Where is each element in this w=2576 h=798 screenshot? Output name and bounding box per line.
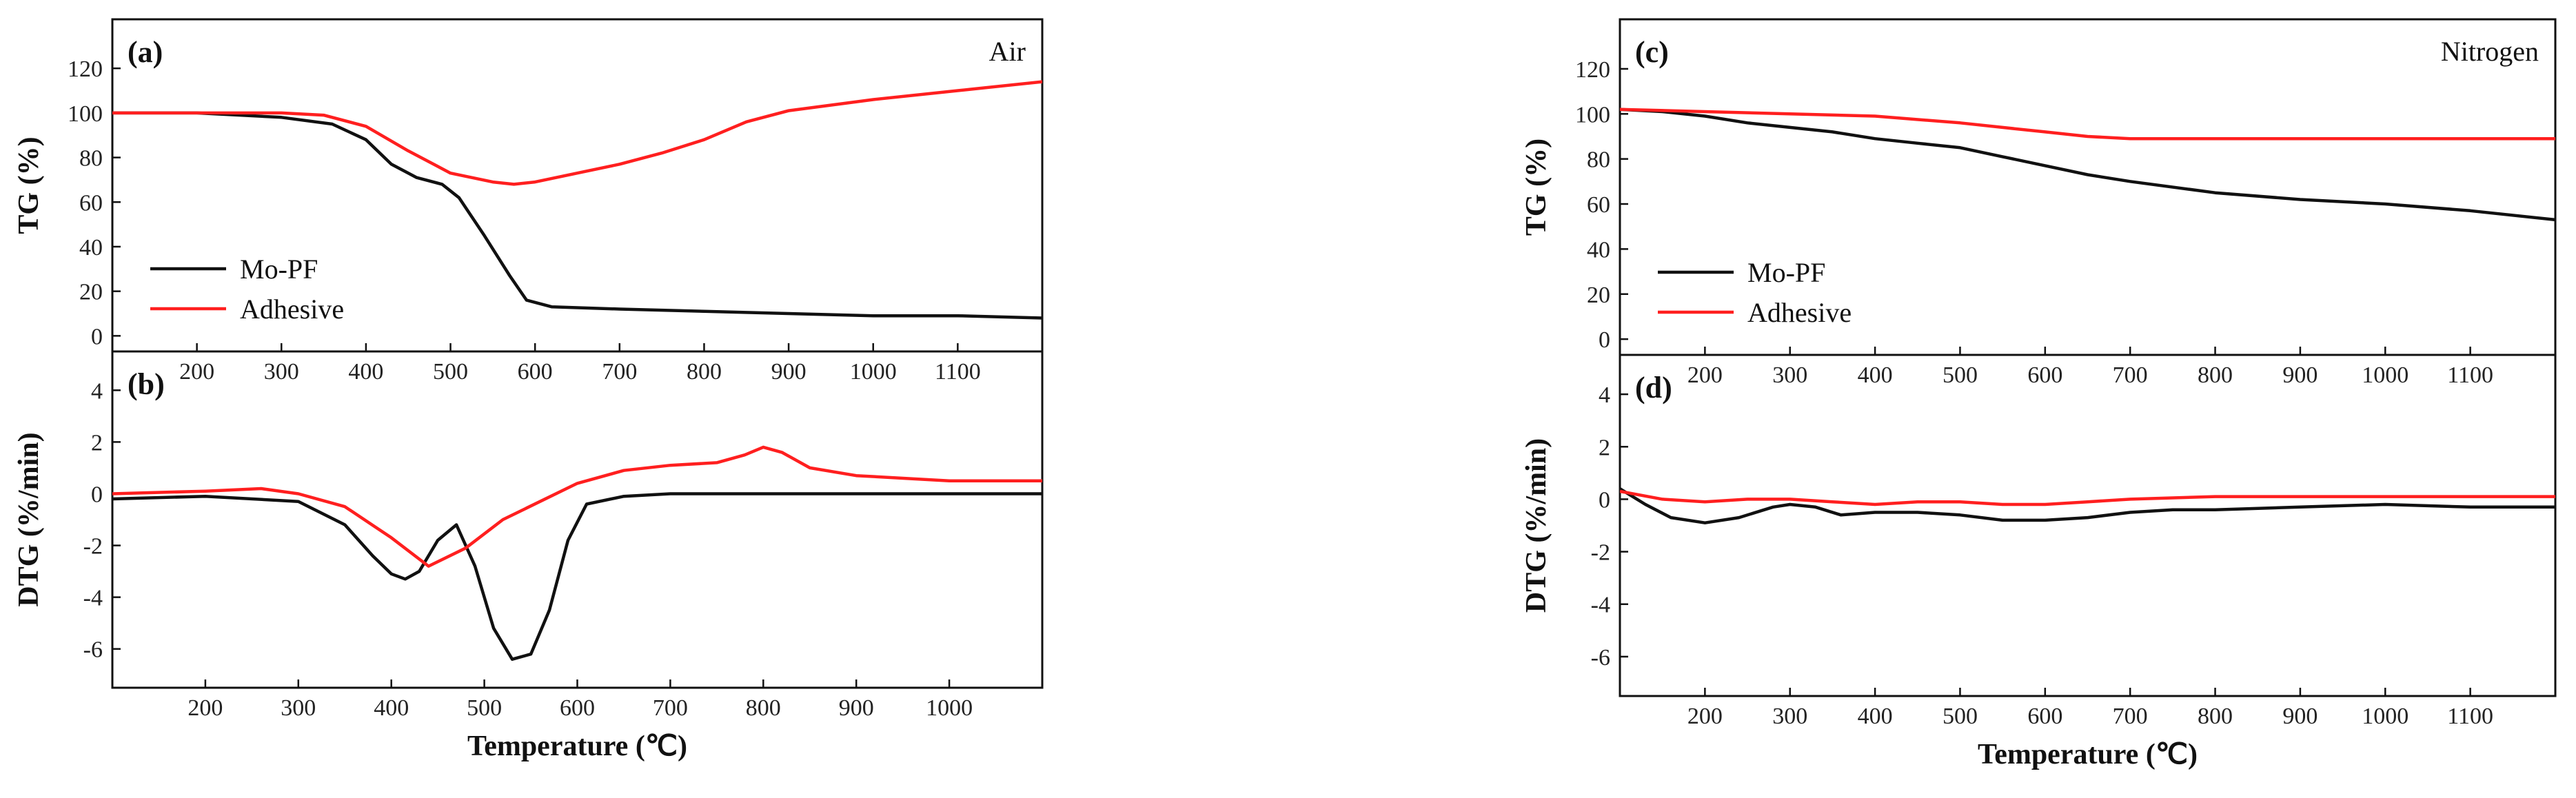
x-tick-label: 1000 [2362,362,2408,388]
y-tick-label: 2 [1599,435,1610,460]
x-tick-label: 700 [653,695,688,721]
x-tick-label: 500 [1943,362,1978,388]
x-tick-label: 900 [2282,704,2318,729]
series-line-adhesive [1620,489,2555,507]
y-tick-label: 0 [1599,487,1610,513]
x-tick-label: 300 [281,695,316,721]
y-axis-title: DTG (%/min) [13,432,45,606]
x-tick-label: 500 [467,695,502,721]
y-axis-title: TG (%) [1521,139,1552,236]
y-tick-label: -6 [83,637,103,663]
y-tick-label: -4 [83,586,103,611]
x-tick-label: 900 [2282,362,2318,388]
series-line-mo-pf [112,111,1042,320]
atmosphere-label: Nitrogen [2441,36,2539,67]
y-tick-label: 100 [1575,102,1610,127]
series-line-adhesive [112,445,1042,568]
x-tick-label: 400 [348,359,383,385]
x-tick-label: 300 [1772,362,1807,388]
y-tick-label: 60 [79,190,103,216]
x-tick-label: 500 [1943,704,1978,729]
x-tick-label: 700 [2113,704,2148,729]
series-line-mo-pf [1620,108,2555,222]
y-tick-label: -2 [1591,540,1610,566]
x-axis-title: Temperature (℃) [467,730,687,762]
x-tick-label: 1000 [2362,704,2408,729]
x-tick-label: 800 [687,359,722,385]
x-tick-label: 700 [2113,362,2148,388]
x-tick-label: 400 [1858,704,1893,729]
y-tick-label: 100 [68,101,103,127]
x-tick-label: 800 [2198,362,2233,388]
y-tick-label: 60 [1587,192,1610,218]
x-tick-label: 800 [2198,704,2233,729]
y-tick-label: -6 [1591,645,1610,671]
series-line-adhesive [1620,108,2555,141]
y-axis-title: TG (%) [13,136,45,234]
y-tick-label: 40 [1587,237,1610,263]
x-tick-label: 1000 [926,695,973,721]
atmosphere-label: Air [989,36,1026,67]
legend-label-mo-pf: Mo-PF [1747,257,1825,288]
series-line-adhesive [112,80,1042,186]
x-tick-label: 600 [518,359,553,385]
y-tick-label: -4 [1591,593,1610,618]
legend-label-adhesive: Adhesive [1747,297,1852,328]
x-tick-label: 600 [2027,704,2062,729]
y-tick-label: 4 [91,378,103,404]
y-tick-label: 120 [68,57,103,82]
panel-b: 200 300 400 500 600 700 800 900 1000 -6 -4 -2 0 2 4 DTG… [13,350,1044,762]
x-tick-label: 400 [374,695,409,721]
x-axis-title: Temperature (℃) [1978,739,2198,770]
x-tick-label: 500 [433,359,468,385]
legend-label-mo-pf: Mo-PF [240,254,318,285]
y-tick-label: 20 [1587,283,1610,308]
panel-d: 200 300 400 500 600 700 800 900 1000 1100 -6 -4 -2 0 2… [1521,354,2557,770]
y-tick-label: 2 [91,430,103,456]
x-tick-label: 800 [746,695,781,721]
series-line-mo-pf [112,492,1042,661]
panel-label: (d) [1635,371,1672,405]
x-tick-label: 1100 [2447,362,2493,388]
legend-label-adhesive: Adhesive [240,294,344,325]
y-tick-label: 4 [1599,382,1610,408]
series-line-mo-pf [1620,487,2555,524]
x-tick-label: 1100 [2447,704,2493,729]
x-tick-label: 900 [839,695,874,721]
panel-label: (c) [1635,35,1669,69]
y-axis-title: DTG (%/min) [1521,438,1552,613]
y-tick-label: 80 [1587,147,1610,173]
x-tick-label: 1100 [935,359,981,385]
x-tick-label: 300 [264,359,299,385]
panel-label: (b) [128,367,165,401]
y-tick-label: 0 [91,324,103,349]
panel-label: (a) [128,35,163,69]
y-tick-label: 120 [1575,57,1610,83]
y-tick-label: 80 [79,146,103,172]
x-tick-label: 200 [1687,704,1723,729]
x-tick-label: 300 [1772,704,1807,729]
x-tick-label: 900 [771,359,807,385]
x-tick-label: 700 [602,359,637,385]
y-tick-label: 0 [91,482,103,507]
y-tick-label: 0 [1599,327,1610,353]
x-tick-label: 600 [2027,362,2062,388]
x-tick-label: 200 [187,695,223,721]
x-tick-label: 1000 [850,359,897,385]
x-tick-label: 600 [560,695,595,721]
y-tick-label: 20 [79,280,103,305]
x-tick-label: 200 [179,359,214,385]
y-tick-label: -2 [83,534,103,560]
y-tick-label: 40 [79,235,103,260]
panel-a: 200 300 400 500 600 700 800 900 1000 1100 0 20 40 60 8… [13,18,1044,385]
plot-frame [1619,354,2557,697]
panel-c: 200 300 400 500 600 700 800 900 1000 1100 0 20 40 60 8… [1521,18,2557,388]
x-tick-label: 400 [1858,362,1893,388]
x-tick-label: 200 [1687,362,1723,388]
